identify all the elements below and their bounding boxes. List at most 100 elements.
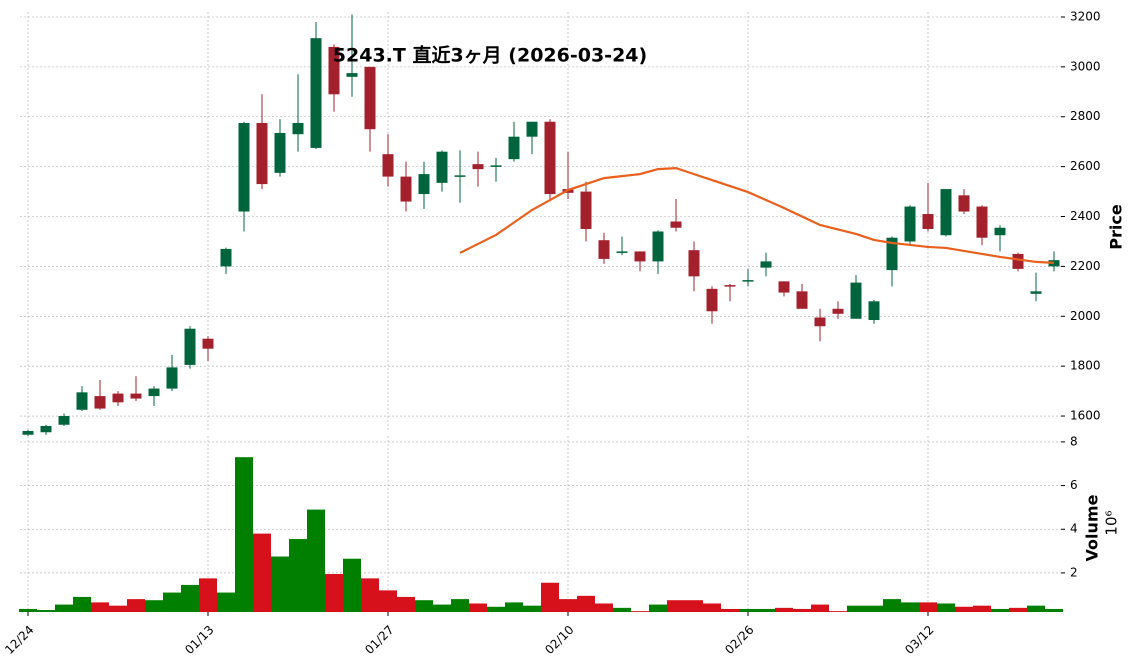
candle-body bbox=[814, 317, 826, 327]
candle-body bbox=[508, 136, 520, 160]
volume-bar bbox=[127, 599, 145, 612]
candle-body bbox=[274, 132, 286, 173]
volume-bar bbox=[163, 592, 181, 612]
volume-bar bbox=[307, 509, 325, 612]
volume-bar bbox=[883, 599, 901, 612]
y-tick-label: 2200 bbox=[1070, 259, 1101, 273]
volume-bar bbox=[91, 602, 109, 612]
y-tick-label: 2000 bbox=[1070, 309, 1101, 323]
volume-bar bbox=[973, 605, 991, 612]
candle-body bbox=[40, 426, 52, 433]
candle-body bbox=[958, 195, 970, 212]
y-tick-label: 1800 bbox=[1070, 359, 1101, 373]
volume-bar bbox=[1045, 608, 1063, 612]
y-tick-label: 2600 bbox=[1070, 159, 1101, 173]
price-axis-label: Price bbox=[1107, 204, 1126, 250]
volume-bar bbox=[829, 611, 847, 612]
volume-bar bbox=[37, 610, 55, 612]
volume-bar bbox=[613, 607, 631, 612]
candle-body bbox=[76, 392, 88, 410]
volume-bar bbox=[217, 592, 235, 612]
volume-bar bbox=[1027, 605, 1045, 612]
volume-bar bbox=[289, 539, 307, 612]
candle-body bbox=[148, 388, 160, 397]
volume-bar bbox=[667, 600, 685, 612]
candle-body bbox=[796, 291, 808, 309]
candle-body bbox=[184, 328, 196, 365]
volume-bar bbox=[469, 603, 487, 612]
candle-body bbox=[94, 396, 106, 409]
candle-body bbox=[346, 73, 358, 77]
y-tick-label: 6 bbox=[1070, 478, 1078, 492]
volume-bar bbox=[811, 604, 829, 612]
candle-body bbox=[436, 151, 448, 183]
volume-bar bbox=[955, 606, 973, 612]
volume-bar bbox=[523, 605, 541, 612]
volume-bar bbox=[865, 605, 883, 612]
volume-bar bbox=[325, 574, 343, 612]
candle-body bbox=[688, 250, 700, 277]
candle-body bbox=[328, 46, 340, 95]
volume-bar bbox=[577, 595, 595, 612]
candle-body bbox=[634, 251, 646, 262]
candle-body bbox=[112, 393, 124, 403]
candle-body bbox=[310, 38, 322, 148]
x-tick-label: 01/13 bbox=[182, 623, 216, 657]
candle-body bbox=[382, 154, 394, 177]
y-tick-label: 2 bbox=[1070, 565, 1078, 579]
candle-body bbox=[490, 165, 502, 167]
volume-bar bbox=[199, 578, 217, 612]
candle-body bbox=[220, 248, 232, 267]
candle-body bbox=[724, 285, 736, 287]
volume-bar bbox=[361, 578, 379, 612]
candle-body bbox=[130, 393, 142, 399]
volume-bar bbox=[721, 608, 739, 612]
volume-unit: 10⁶ bbox=[1103, 510, 1121, 535]
candle-body bbox=[418, 174, 430, 195]
volume-bar bbox=[235, 457, 253, 612]
y-tick-label: 2400 bbox=[1070, 209, 1101, 223]
volume-bar bbox=[919, 602, 937, 612]
candle-body bbox=[580, 191, 592, 229]
volume-bar bbox=[1009, 607, 1027, 612]
candle-body bbox=[922, 214, 934, 229]
volume-bar bbox=[595, 603, 613, 612]
volume-bar bbox=[541, 582, 559, 612]
volume-bar bbox=[271, 556, 289, 612]
candle-body bbox=[256, 122, 268, 185]
volume-bar bbox=[847, 605, 865, 612]
candle-body bbox=[544, 121, 556, 195]
volume-bar bbox=[487, 606, 505, 612]
volume-bar bbox=[703, 603, 721, 612]
candle-body bbox=[670, 221, 682, 228]
volume-bar bbox=[649, 604, 667, 612]
y-tick-label: 3200 bbox=[1070, 9, 1101, 23]
candle-body bbox=[166, 367, 178, 389]
candle-body bbox=[940, 189, 952, 236]
volume-bar bbox=[793, 608, 811, 612]
candle-body bbox=[904, 206, 916, 242]
volume-bar bbox=[991, 608, 1009, 612]
x-tick-label: 01/27 bbox=[362, 623, 396, 657]
volume-bar bbox=[397, 596, 415, 612]
volume-bar bbox=[757, 608, 775, 612]
y-tick-label: 8 bbox=[1070, 434, 1078, 448]
candle-body bbox=[526, 121, 538, 137]
volume-bar bbox=[505, 602, 523, 612]
volume-bar bbox=[451, 599, 469, 612]
y-tick-label: 3000 bbox=[1070, 59, 1101, 73]
volume-bar bbox=[379, 590, 397, 612]
candle-body bbox=[1048, 260, 1060, 267]
y-tick-label: 4 bbox=[1070, 522, 1078, 536]
candle-body bbox=[472, 164, 484, 170]
candle-body bbox=[778, 281, 790, 293]
volume-bar bbox=[433, 604, 451, 612]
x-tick-label: 12/24 bbox=[2, 623, 36, 657]
candle-body bbox=[886, 237, 898, 271]
volume-bar bbox=[775, 607, 793, 612]
x-tick-label: 02/26 bbox=[722, 623, 756, 657]
candle-body bbox=[454, 175, 466, 177]
volume-bar bbox=[415, 600, 433, 612]
candle-body bbox=[202, 338, 214, 349]
candle-body bbox=[1012, 253, 1024, 269]
